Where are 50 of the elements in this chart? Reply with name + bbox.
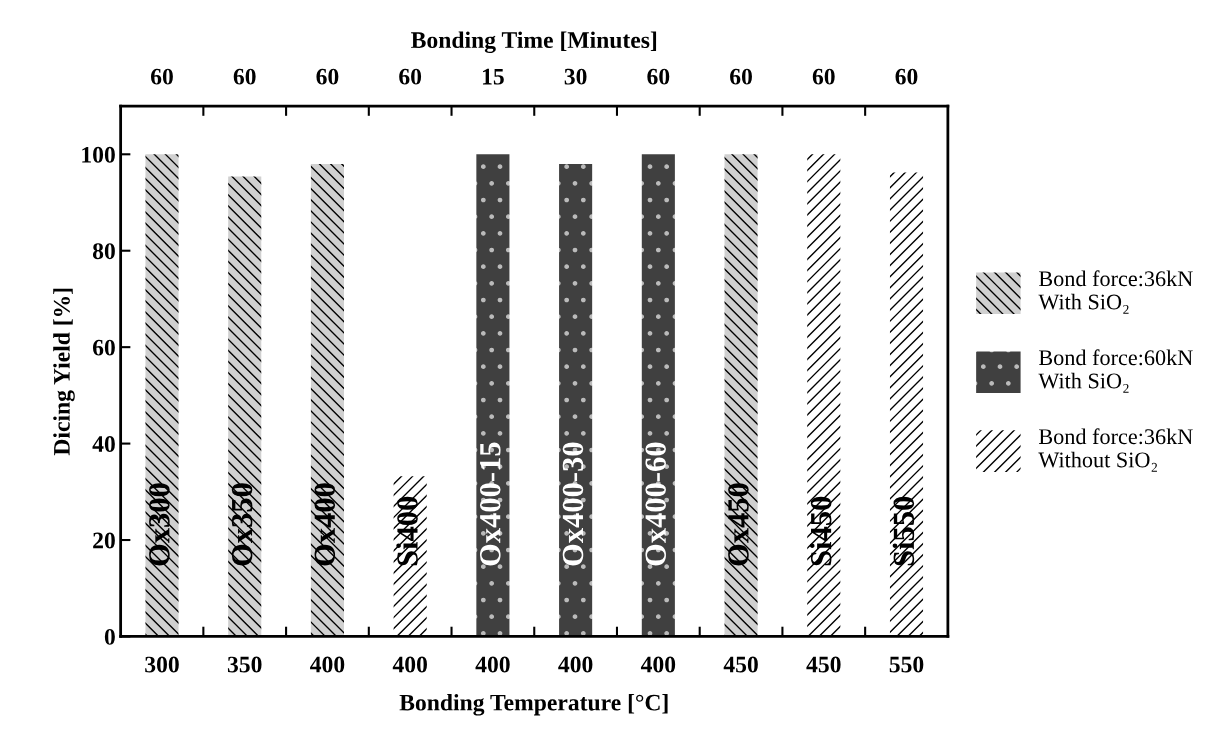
bar	[310, 163, 344, 637]
text: 60	[316, 68, 339, 85]
text: 60	[812, 68, 835, 85]
bar	[145, 154, 179, 637]
data-label: Ox400-30	[562, 442, 584, 566]
y-axis-title: Dicing Yield [%]	[53, 288, 75, 456]
y-tick-label: 0	[104, 628, 115, 645]
text: 60	[647, 68, 670, 85]
data-label: Ox400-60	[645, 442, 666, 566]
x-tick-label: 350	[227, 656, 262, 673]
bar	[641, 154, 675, 637]
data-label: Si450	[809, 496, 832, 566]
x-tick-label: 400	[558, 656, 593, 673]
x-tick-label: 550	[889, 656, 924, 673]
legend-label: Bond force:36kN Without SiO₂	[1038, 428, 1193, 472]
text: 60	[730, 68, 752, 85]
bar	[228, 176, 262, 637]
data-label: Si400	[396, 496, 418, 566]
text: 60	[233, 68, 256, 85]
bar	[889, 172, 924, 637]
y-tick-label: 80	[92, 243, 115, 260]
y-tick-label: 20	[93, 532, 115, 549]
x-tick-label: 450	[806, 656, 841, 673]
legend-label: Bond force:60kN With SiO₂	[1038, 349, 1193, 393]
text: 60	[151, 68, 173, 85]
y-tick-label: 40	[92, 436, 115, 453]
legend-label: Bond force:36kN With SiO₂	[1038, 270, 1193, 314]
data-label: Si550	[892, 496, 915, 566]
x2-axis-title: Bonding Time [Minutes]	[411, 31, 657, 54]
bar	[807, 154, 841, 637]
bar	[724, 154, 758, 637]
text: 60	[399, 68, 422, 85]
data-label: Ox300	[149, 483, 170, 566]
text: 15	[482, 68, 504, 85]
x-axis-title: Bonding Temperature [°C]	[399, 693, 668, 716]
text: 60	[895, 68, 918, 85]
text: 30	[564, 68, 587, 85]
y-tick-label: 100	[82, 146, 115, 163]
data-label: Ox450	[728, 483, 749, 566]
bar	[476, 154, 510, 637]
y-tick-label: 60	[92, 339, 115, 356]
x-tick-label: 400	[640, 656, 676, 673]
data-label: Ox400-15	[479, 442, 501, 566]
x-tick-label: 300	[145, 656, 179, 673]
data-label: Ox350	[231, 483, 253, 566]
x-tick-label: 400	[475, 656, 510, 673]
x-tick-label: 400	[392, 656, 427, 673]
x-tick-label: 450	[723, 656, 758, 673]
x-tick-label: 400	[310, 656, 345, 673]
bar	[559, 163, 593, 637]
